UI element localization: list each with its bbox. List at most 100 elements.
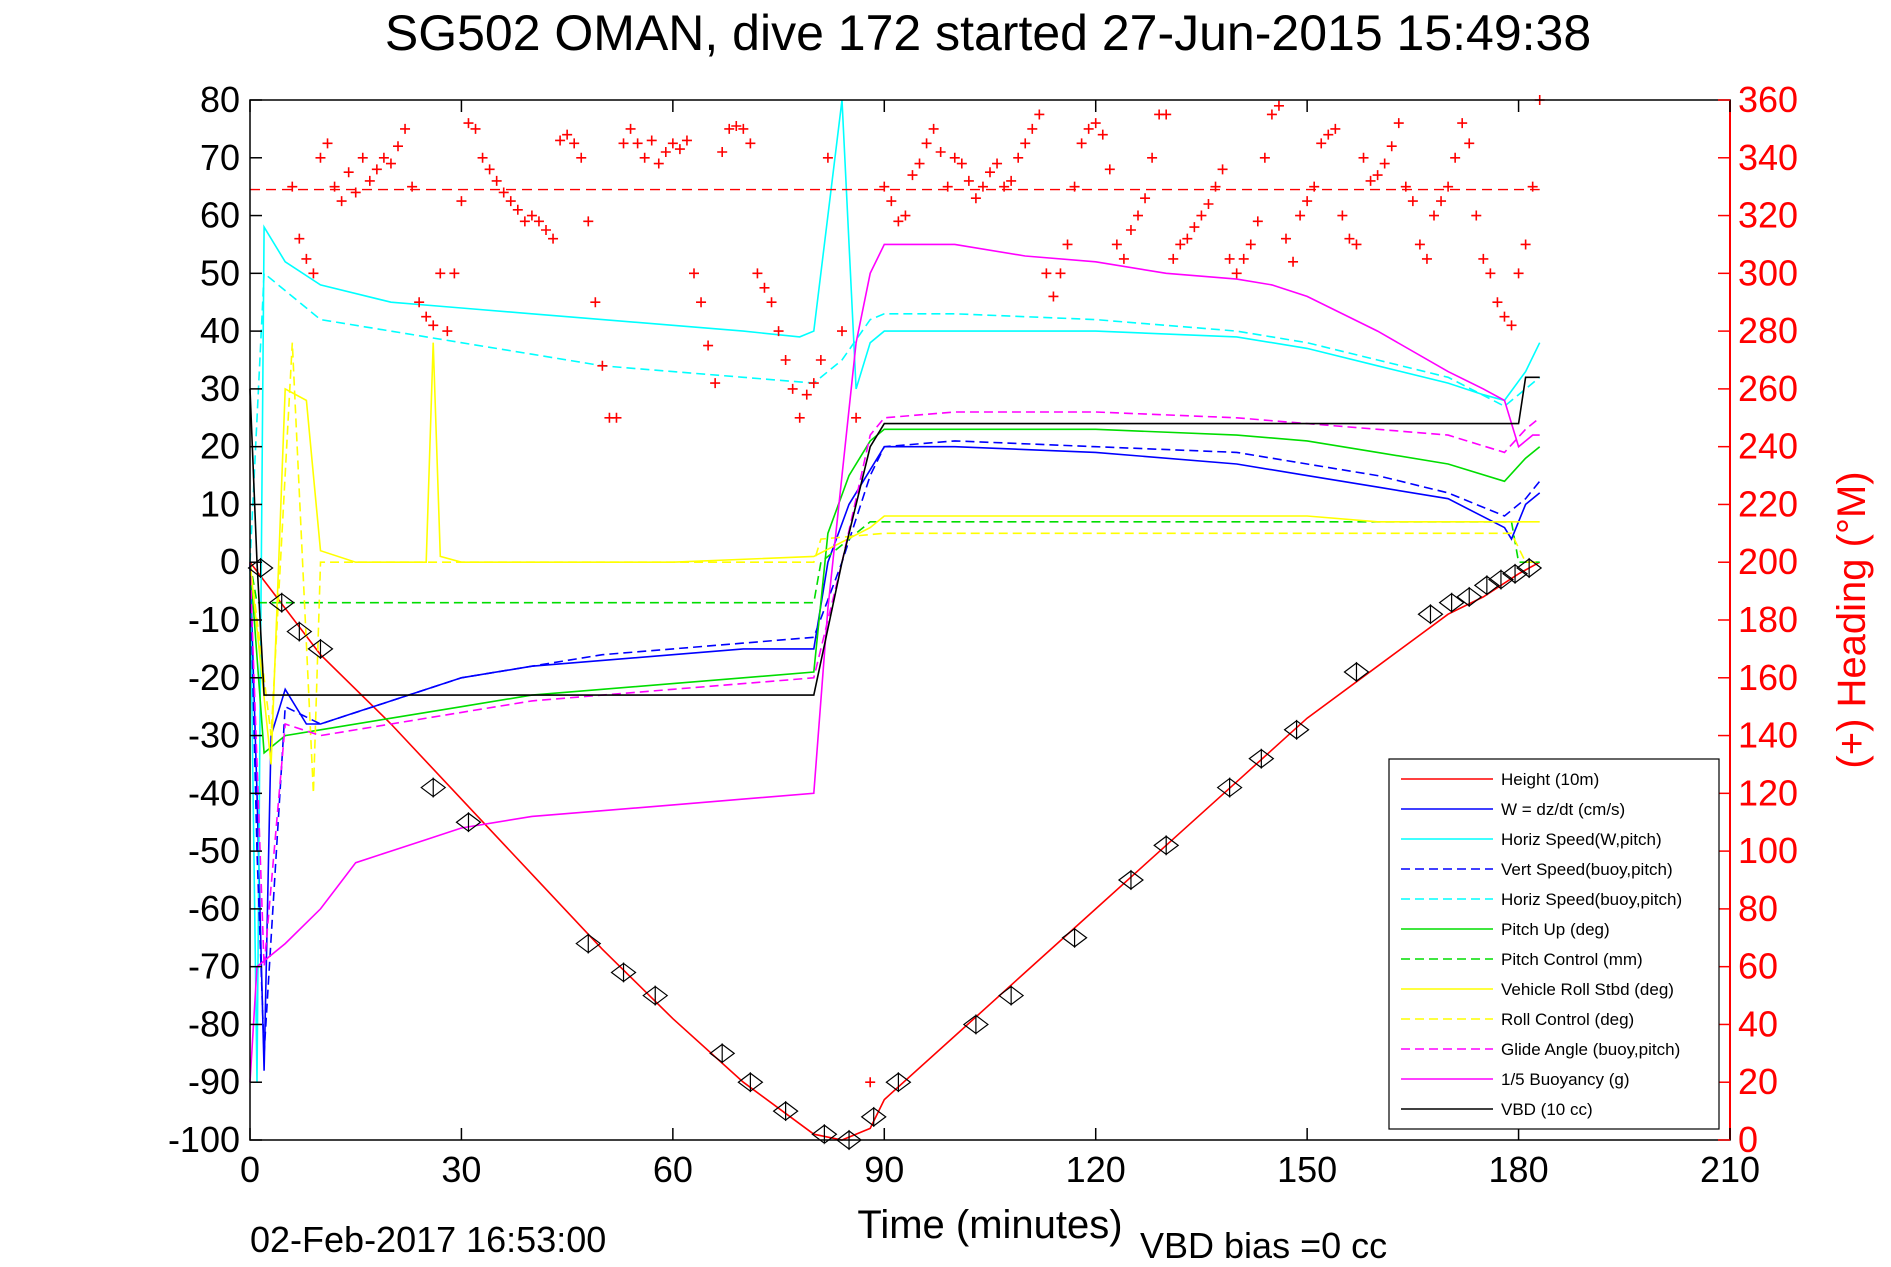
y-tick-label: 60 <box>200 195 240 236</box>
heading-point <box>1224 253 1235 264</box>
heading-point <box>1259 152 1270 163</box>
dive-marker <box>1473 575 1500 596</box>
heading-point <box>1252 216 1263 227</box>
y-tick-label: -50 <box>188 830 240 871</box>
y-tick-label: 0 <box>220 541 240 582</box>
x-tick-label: 210 <box>1700 1149 1760 1190</box>
legend-label: Pitch Control (mm) <box>1501 950 1643 969</box>
y-right-tick-label: 340 <box>1738 137 1798 178</box>
heading-point <box>287 181 298 192</box>
heading-point <box>1203 199 1214 209</box>
heading-point <box>1443 181 1454 192</box>
heading-point <box>1083 123 1094 134</box>
dive-marker <box>642 985 669 1006</box>
y-right-tick-label: 100 <box>1738 830 1798 871</box>
heading-point <box>1499 311 1510 322</box>
heading-point <box>660 147 671 157</box>
heading-point <box>1034 109 1045 120</box>
heading-point <box>1161 109 1172 120</box>
heading-point <box>1407 196 1418 207</box>
heading-point <box>646 135 657 146</box>
heading-point <box>1140 193 1151 204</box>
y-tick-label: -90 <box>188 1061 240 1102</box>
heading-point <box>745 138 756 149</box>
legend-label: Pitch Up (deg) <box>1501 920 1610 939</box>
dive-marker <box>247 557 274 579</box>
heading-point <box>1337 210 1348 221</box>
heading-point <box>435 268 446 279</box>
heading-point <box>696 297 707 308</box>
legend-label: VBD (10 cc) <box>1501 1100 1593 1119</box>
dive-marker <box>962 1014 989 1035</box>
heading-point <box>815 355 826 365</box>
y-right-tick-label: 280 <box>1738 310 1798 351</box>
heading-point <box>985 167 995 178</box>
heading-point <box>1513 268 1524 279</box>
heading-point <box>357 152 368 163</box>
series-vehicle-roll-stbd-deg <box>249 342 1540 765</box>
heading-point <box>336 196 347 207</box>
heading-point <box>1133 210 1143 221</box>
y-right-tick-label: 20 <box>1738 1061 1778 1102</box>
y-right-tick-label: 200 <box>1738 541 1798 582</box>
heading-point <box>674 144 685 155</box>
dive-marker <box>860 1106 887 1128</box>
heading-point <box>1429 210 1439 221</box>
heading-point <box>1266 109 1277 120</box>
legend-label: Roll Control (deg) <box>1501 1010 1634 1029</box>
heading-point <box>1379 158 1390 169</box>
heading-point <box>1450 152 1461 163</box>
legend-label: 1/5 Buoyancy (g) <box>1501 1070 1630 1089</box>
x-tick-label: 30 <box>441 1149 481 1190</box>
heading-point <box>498 187 509 198</box>
heading-point <box>928 123 939 134</box>
heading-point <box>548 233 559 244</box>
heading-point <box>308 268 319 279</box>
heading-point <box>1210 181 1221 192</box>
heading-point <box>653 158 664 169</box>
heading-point <box>1111 239 1122 250</box>
y-tick-label: 70 <box>200 137 240 178</box>
heading-point <box>301 253 312 264</box>
heading-point <box>900 210 911 221</box>
heading-point <box>526 210 537 221</box>
heading-point <box>766 297 777 308</box>
heading-point <box>463 118 474 129</box>
heading-point <box>907 170 918 181</box>
heading-point <box>1147 152 1158 163</box>
series-w-dz-dt-cm-s <box>249 445 1541 1071</box>
dive-marker <box>1516 557 1543 579</box>
y-right-tick-label: 260 <box>1738 368 1798 409</box>
heading-point <box>787 383 798 394</box>
dive-marker <box>455 812 482 833</box>
y-tick-label: -70 <box>188 946 240 987</box>
y-tick-label: 10 <box>200 483 240 524</box>
x-tick-label: 60 <box>653 1149 693 1190</box>
y-right-tick-label: 220 <box>1738 483 1798 524</box>
x-axis: 0 30 60 90 120 150 180 210 <box>240 100 1760 1190</box>
heading-point <box>428 320 439 331</box>
heading-point <box>569 138 580 149</box>
heading-point <box>512 204 523 215</box>
legend: Height (10m) W = dz/dt (cm/s) Horiz Speed(… <box>1388 758 1720 1130</box>
heading-point <box>1062 239 1073 250</box>
dive-marker <box>709 1043 736 1064</box>
x-axis-label: Time (minutes) <box>857 1203 1122 1247</box>
heading-point <box>632 138 643 149</box>
dive-marker <box>610 962 637 983</box>
dive-marker <box>307 638 334 660</box>
series-vert-speed-buoy-pitch <box>249 440 1541 1054</box>
heading-point <box>886 196 897 207</box>
heading-point <box>1372 170 1383 181</box>
heading-point <box>977 181 988 192</box>
heading-point <box>315 152 326 163</box>
dive-marker <box>1248 748 1275 769</box>
dive-marker <box>1117 869 1144 891</box>
heading-point <box>294 233 305 244</box>
y-right-tick-label: 300 <box>1738 252 1798 293</box>
heading-layer <box>250 95 1545 1088</box>
heading-point <box>1069 181 1080 192</box>
y-tick-label: -20 <box>188 657 240 698</box>
heading-point <box>837 326 847 337</box>
dive-marker <box>811 1124 838 1145</box>
